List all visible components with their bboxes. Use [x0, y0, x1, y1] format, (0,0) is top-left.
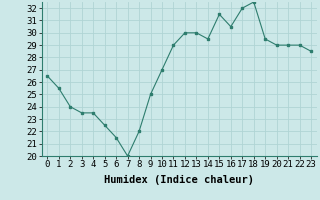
X-axis label: Humidex (Indice chaleur): Humidex (Indice chaleur): [104, 175, 254, 185]
